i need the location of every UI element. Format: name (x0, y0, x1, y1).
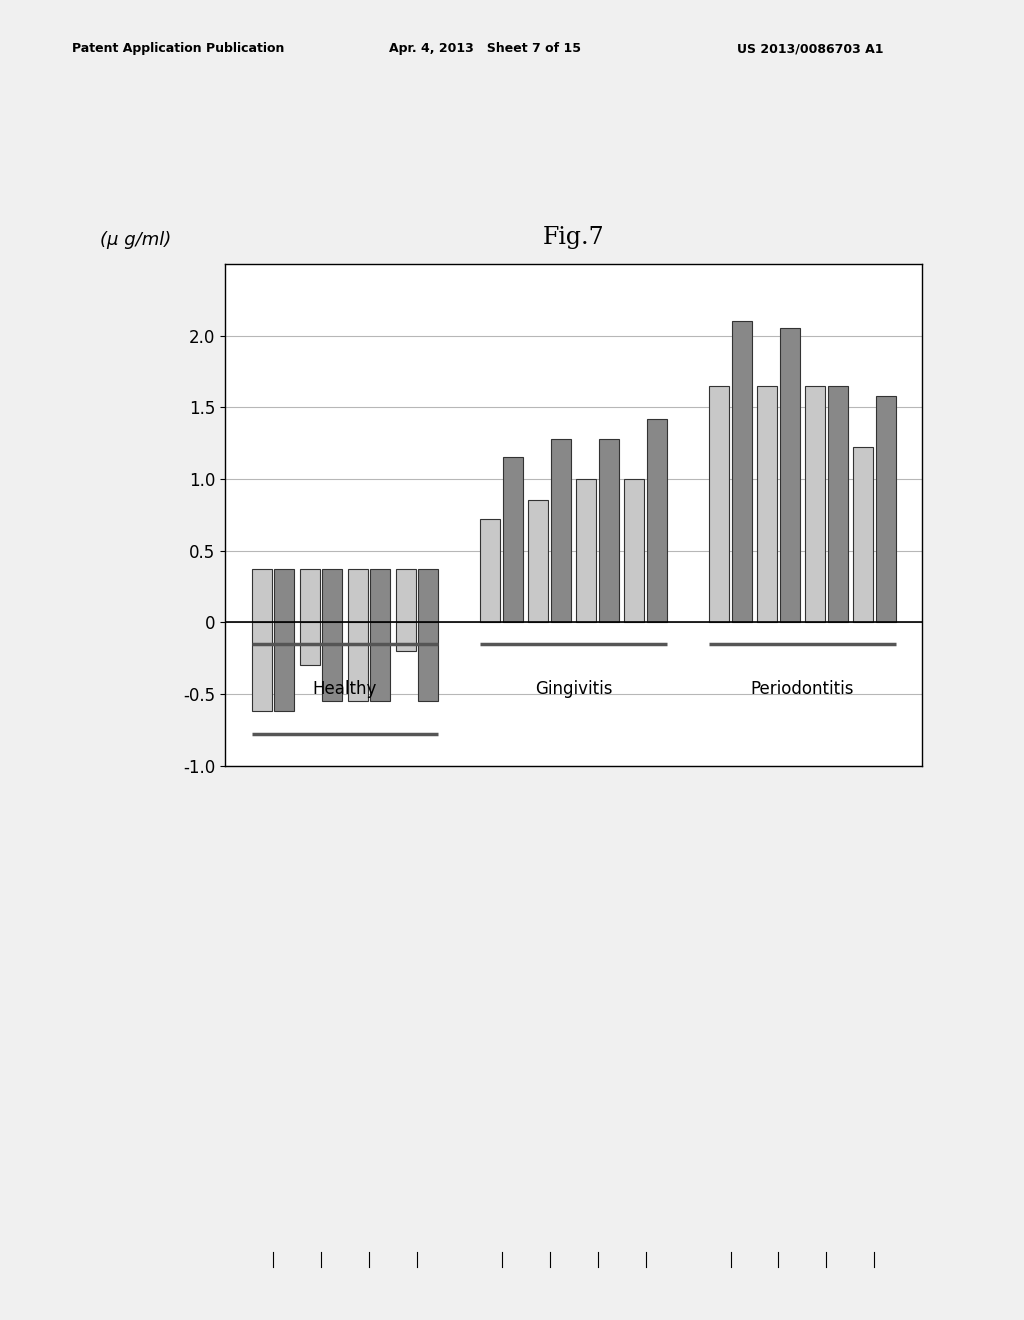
Text: US 2013/0086703 A1: US 2013/0086703 A1 (737, 42, 884, 55)
Bar (876, 396, 896, 622)
Bar (503, 458, 523, 622)
Bar (827, 385, 848, 622)
Bar (371, 569, 390, 622)
Bar (757, 385, 777, 622)
Bar (347, 622, 368, 701)
Bar (300, 569, 319, 622)
Text: Periodontitis: Periodontitis (751, 680, 854, 697)
Bar (647, 418, 667, 622)
Bar (371, 622, 390, 701)
Bar (252, 622, 271, 711)
Bar (551, 438, 571, 622)
Text: Apr. 4, 2013   Sheet 7 of 15: Apr. 4, 2013 Sheet 7 of 15 (389, 42, 582, 55)
Text: Fig.7: Fig.7 (543, 226, 604, 249)
Bar (710, 385, 729, 622)
Bar (732, 321, 752, 622)
Bar (274, 622, 294, 711)
Bar (805, 385, 825, 622)
Bar (853, 447, 873, 622)
Bar (577, 479, 596, 622)
Text: Gingivitis: Gingivitis (535, 680, 612, 697)
Text: Patent Application Publication: Patent Application Publication (72, 42, 284, 55)
Text: Healthy: Healthy (312, 680, 377, 697)
Bar (274, 569, 294, 622)
Bar (395, 622, 416, 651)
Bar (395, 569, 416, 622)
Bar (252, 569, 271, 622)
Bar (418, 569, 438, 622)
Bar (418, 622, 438, 701)
Bar (323, 569, 342, 622)
Bar (300, 622, 319, 665)
Bar (625, 479, 644, 622)
Text: (μ g/ml): (μ g/ml) (100, 231, 171, 249)
Bar (323, 622, 342, 701)
Bar (599, 438, 620, 622)
Bar (480, 519, 501, 622)
Bar (347, 569, 368, 622)
Bar (528, 500, 549, 622)
Bar (780, 329, 800, 622)
